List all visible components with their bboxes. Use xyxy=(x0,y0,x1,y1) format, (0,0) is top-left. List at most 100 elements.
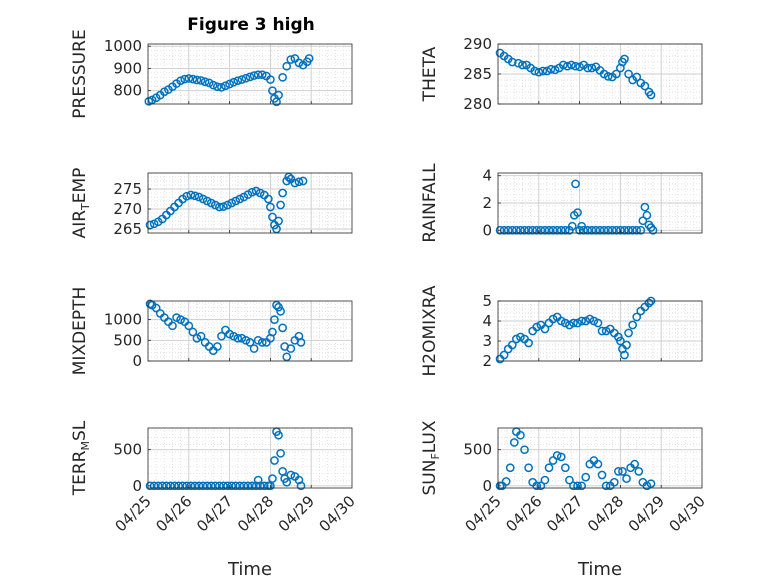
data-point xyxy=(194,192,204,202)
data-point xyxy=(229,331,239,341)
y-tick-label: 0 xyxy=(482,477,492,495)
plot-area xyxy=(498,428,702,488)
data-point xyxy=(233,333,243,343)
data-point xyxy=(528,225,538,235)
data-point xyxy=(255,188,265,198)
data-point xyxy=(259,481,269,491)
data-point xyxy=(556,316,566,326)
data-point xyxy=(573,208,582,217)
data-point xyxy=(276,200,285,210)
data-point xyxy=(282,352,292,362)
data-point xyxy=(538,66,548,76)
data-point xyxy=(577,481,586,491)
data-point xyxy=(567,60,576,70)
data-point xyxy=(215,202,224,212)
data-point xyxy=(247,187,257,197)
data-point xyxy=(198,481,208,491)
y-tick-label: 275 xyxy=(113,180,142,198)
y-tick-label: 285 xyxy=(463,65,492,83)
y-tick-label: 2 xyxy=(482,194,492,212)
data-point xyxy=(552,451,562,460)
data-point xyxy=(274,302,283,312)
data-point xyxy=(276,306,285,316)
subplot-grid: 800 900 1000 PRESSURE 280 285 290 THETA 265 270 27… xyxy=(70,29,709,580)
y-tick-label: 0 xyxy=(482,221,492,239)
data-point xyxy=(196,331,206,341)
data-point xyxy=(560,463,570,473)
y-tick-label: 0 xyxy=(132,477,142,495)
data-point xyxy=(202,481,212,491)
data-point xyxy=(219,202,228,211)
data-point xyxy=(507,225,517,235)
data-point xyxy=(571,61,580,71)
data-point xyxy=(632,72,642,82)
data-point xyxy=(530,66,540,76)
data-point xyxy=(634,467,644,476)
data-point xyxy=(274,430,283,440)
data-point xyxy=(575,62,584,72)
data-point xyxy=(223,481,232,491)
data-point xyxy=(630,459,640,469)
data-point xyxy=(593,318,603,328)
y-tick-label: 4 xyxy=(482,312,492,330)
data-point xyxy=(544,225,554,235)
axes-box xyxy=(497,300,703,362)
data-point xyxy=(225,329,234,339)
data-point xyxy=(542,66,552,76)
y-tick-label: 280 xyxy=(463,95,492,113)
data-point xyxy=(571,179,580,189)
data-point xyxy=(646,479,656,489)
y-tick-label: 500 xyxy=(113,441,142,459)
data-point xyxy=(235,194,245,204)
data-point xyxy=(264,194,273,204)
data-point xyxy=(268,86,277,96)
data-point xyxy=(184,74,194,83)
data-point xyxy=(632,225,642,235)
data-point xyxy=(145,481,155,491)
data-point xyxy=(646,90,656,100)
data-point xyxy=(272,224,281,234)
data-point xyxy=(233,76,243,86)
data-point xyxy=(172,313,181,322)
data-point xyxy=(225,79,234,89)
plot-area xyxy=(148,173,352,233)
data-point xyxy=(266,75,275,84)
data-point xyxy=(192,75,202,85)
data-point xyxy=(251,481,261,491)
data-point xyxy=(182,191,192,201)
data-point xyxy=(614,467,623,476)
data-point xyxy=(548,314,558,324)
data-point xyxy=(282,477,292,487)
data-point xyxy=(194,481,204,491)
data-point xyxy=(603,225,613,235)
data-point xyxy=(182,481,192,491)
data-point xyxy=(241,73,251,83)
data-point xyxy=(245,338,255,347)
data-point xyxy=(505,463,515,473)
data-point xyxy=(560,318,570,328)
data-point xyxy=(514,58,523,68)
data-point xyxy=(638,216,648,226)
data-point xyxy=(286,344,296,353)
data-point xyxy=(206,198,216,208)
axes-box xyxy=(147,172,353,234)
data-point xyxy=(294,475,304,485)
data-point xyxy=(235,481,245,491)
data-point xyxy=(512,334,521,344)
data-point xyxy=(210,200,220,210)
data-point xyxy=(507,57,517,67)
data-point xyxy=(581,472,591,482)
data-point xyxy=(151,303,161,313)
data-point xyxy=(516,430,525,440)
y-tick-label: 1000 xyxy=(104,37,142,55)
data-point xyxy=(270,456,279,465)
data-point xyxy=(585,314,595,324)
data-point xyxy=(534,67,544,77)
data-point xyxy=(278,72,287,82)
axes-box xyxy=(147,300,353,362)
data-point xyxy=(628,225,637,235)
data-point xyxy=(253,335,263,345)
data-point xyxy=(208,80,218,90)
data-point xyxy=(213,82,222,92)
